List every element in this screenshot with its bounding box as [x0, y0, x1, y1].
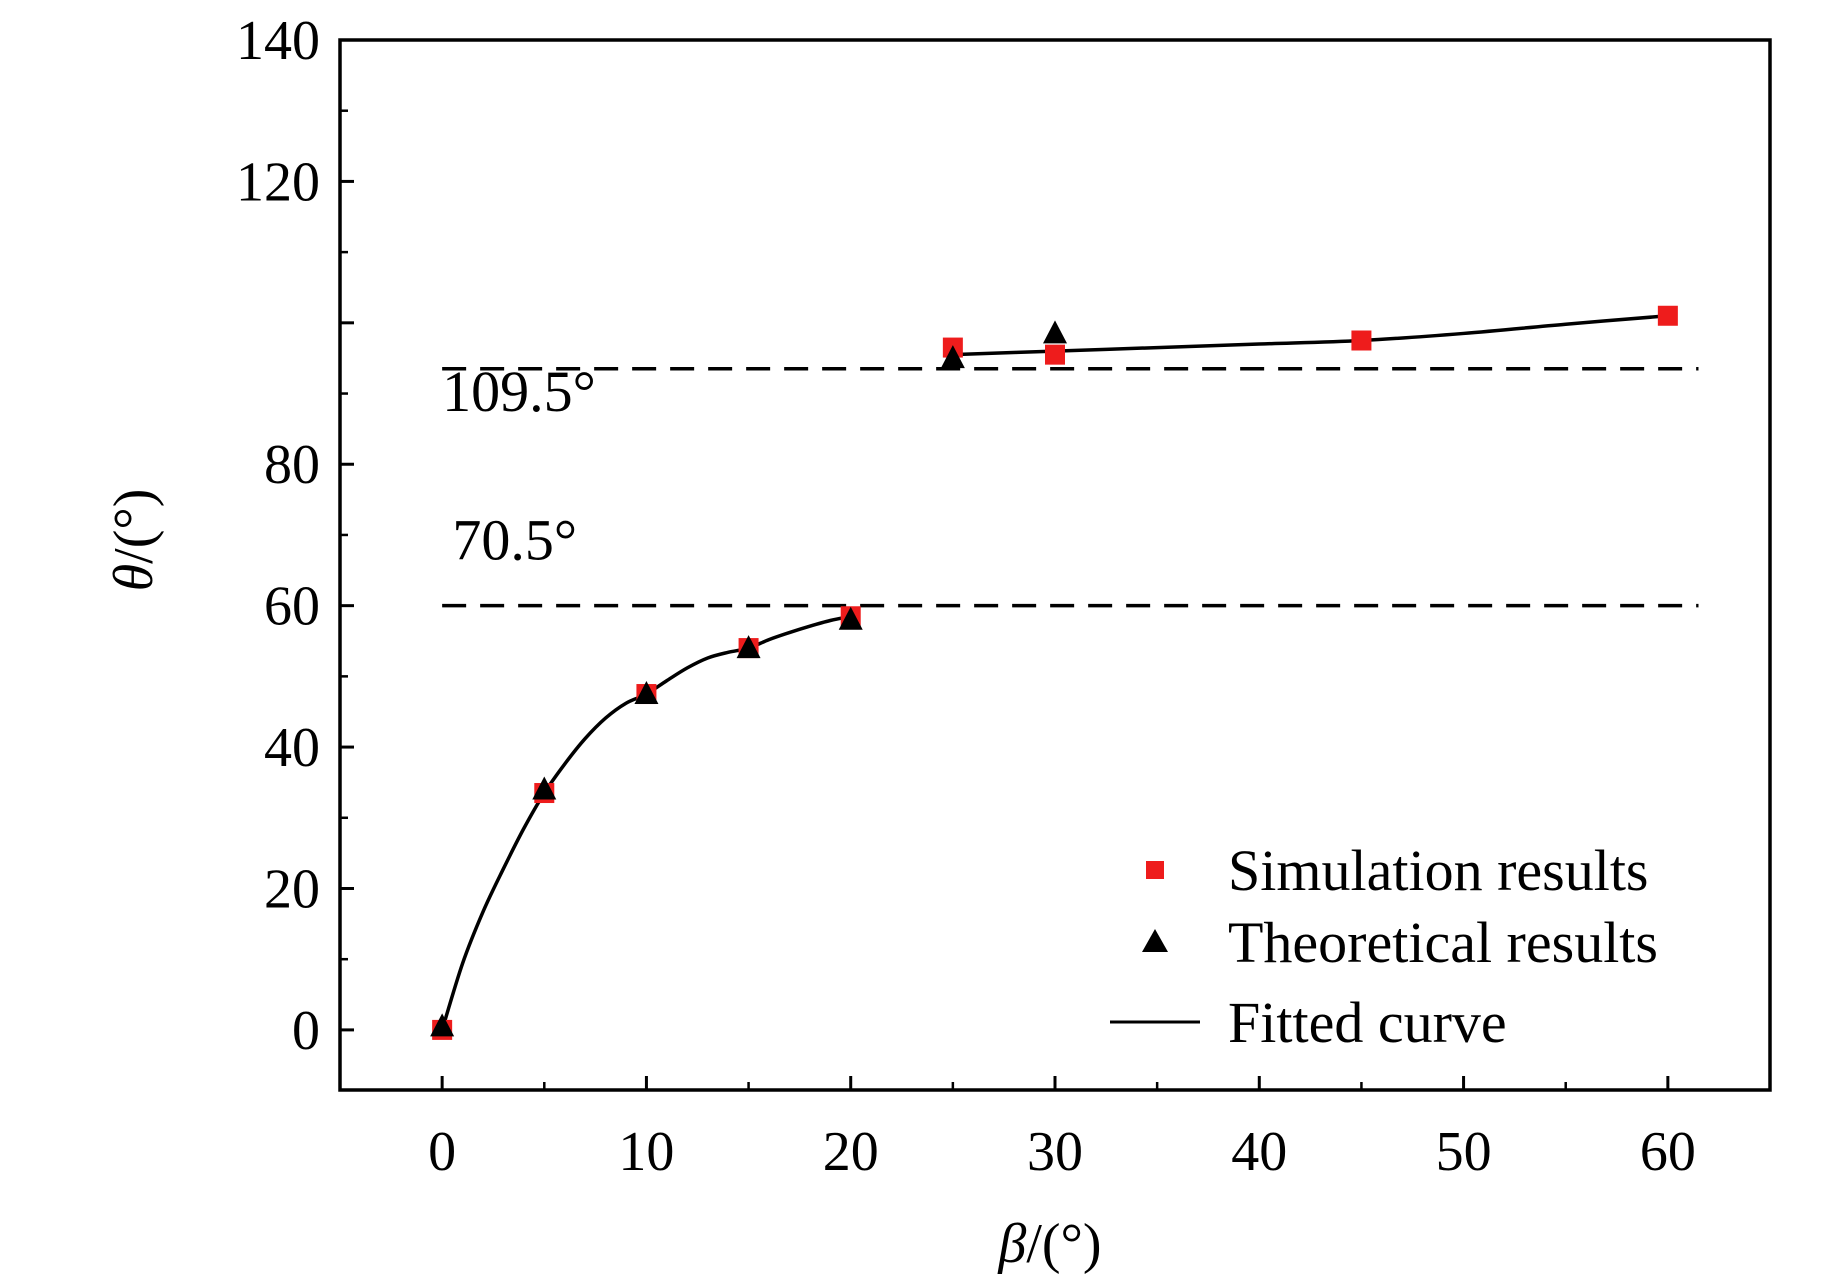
legend-label-0: Simulation results: [1228, 838, 1649, 903]
y-tick-label: 60: [264, 576, 320, 638]
legend: Simulation results Theoretical results Fit…: [1110, 838, 1658, 1055]
theoretical-point: [940, 345, 965, 369]
legend-label-2: Fitted curve: [1228, 990, 1507, 1055]
legend-label-1: Theoretical results: [1228, 910, 1658, 975]
y-tick-label: 20: [264, 858, 320, 920]
x-tick-label: 20: [823, 1121, 879, 1183]
x-tick-label: 60: [1640, 1121, 1696, 1183]
theoretical-markers: [430, 320, 1067, 1037]
y-axis-ticks: 0 20 40 60 80 120 140: [236, 10, 354, 1062]
theoretical-point: [736, 635, 761, 659]
simulation-point: [1657, 305, 1678, 326]
y-axis-label: θ/(°): [103, 489, 165, 592]
y-tick-label: 120: [236, 151, 320, 213]
y-tick-label: 40: [264, 717, 320, 779]
theoretical-point: [1043, 320, 1067, 344]
x-tick-label: 30: [1027, 1121, 1083, 1183]
fitted-curve-segment-1: [952, 314, 1669, 357]
x-tick-label: 40: [1231, 1121, 1287, 1183]
legend-triangle-marker: [1142, 929, 1168, 952]
y-tick-label: 80: [264, 434, 320, 496]
legend-square-marker: [1146, 861, 1164, 879]
theoretical-point: [838, 606, 863, 630]
theoretical-point: [430, 1013, 455, 1037]
simulation-point: [1351, 330, 1372, 351]
reference-lines: 109.5° 70.5°: [442, 359, 1699, 608]
x-tick-label: 50: [1436, 1121, 1492, 1183]
theoretical-point: [634, 681, 659, 705]
x-tick-label: 10: [618, 1121, 674, 1183]
reference-line-label-1: 70.5°: [452, 508, 577, 573]
x-axis-ticks: 0 10 20 30 40 50 60: [338, 1076, 1772, 1183]
y-tick-label: 140: [236, 10, 320, 72]
simulation-point: [1045, 344, 1065, 365]
x-tick-label: 0: [428, 1121, 456, 1183]
theoretical-point: [532, 776, 557, 800]
y-tick-label: 0: [292, 1000, 320, 1062]
reference-line-label-0: 109.5°: [442, 359, 596, 424]
x-axis-label: β/(°): [997, 1213, 1101, 1275]
fitted-curve-segment-0: [440, 614, 852, 1031]
